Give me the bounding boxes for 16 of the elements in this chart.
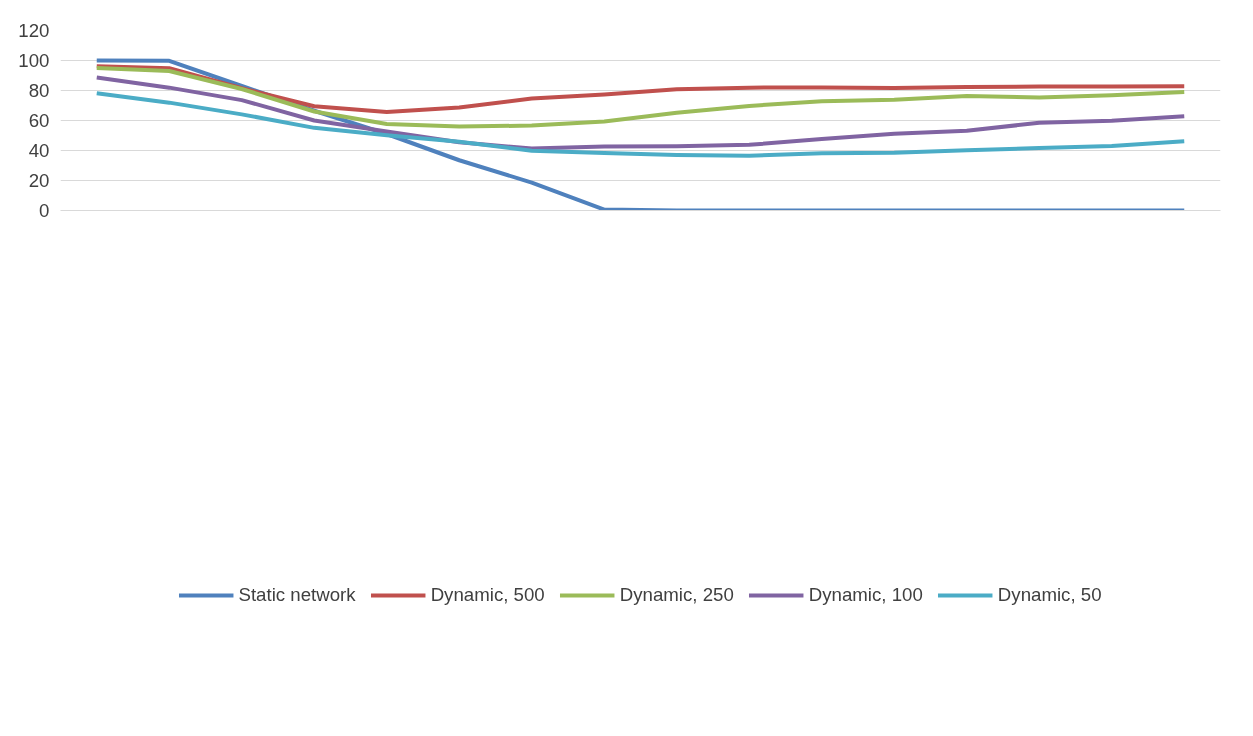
legend-label: Dynamic, 50	[997, 583, 1102, 606]
line-series	[94, 91, 1187, 158]
legend-label: Dynamic, 250	[619, 583, 734, 606]
y-tick-label: 80	[28, 80, 50, 101]
y-tick-label: 0	[39, 200, 50, 221]
y-tick-label: 100	[18, 50, 50, 71]
y-tick-label: 40	[28, 140, 50, 161]
line-series	[94, 66, 1187, 129]
legend-label: Static network	[238, 583, 356, 606]
legend-label: Dynamic, 500	[430, 583, 545, 606]
line-series	[94, 64, 1187, 115]
line-series	[94, 75, 1187, 151]
y-tick-label: 120	[18, 20, 50, 41]
y-tick-label: 60	[28, 110, 50, 131]
legend-label: Dynamic, 100	[808, 583, 923, 606]
y-tick-label: 20	[28, 170, 50, 191]
